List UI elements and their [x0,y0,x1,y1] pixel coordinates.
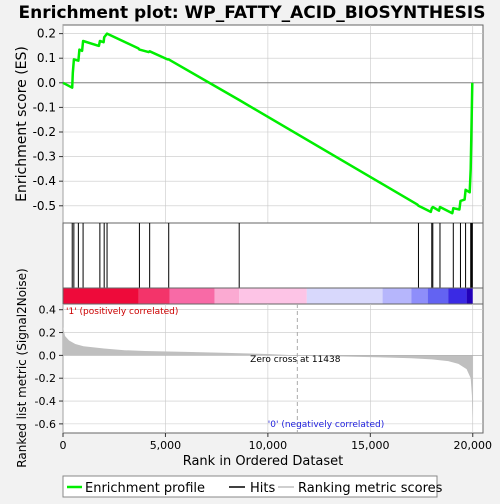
es-panel-frame [62,24,484,224]
rank-y-tick-label: 0.2 [39,327,57,340]
ranked-list-color-bar [62,287,484,305]
es-y-tick-label: -0.5 [33,199,56,213]
rank-y-tick-label: -0.4 [35,395,56,408]
rank-y-axis-ticks: 0.4 0.2 0.0 -0.2 -0.4 -0.6 [35,304,63,431]
color-bar-segment [448,288,467,304]
negative-correlation-label: '0' (negatively correlated) [268,420,384,430]
rank-y-tick-label: 0.4 [39,304,57,317]
es-y-tick-label: 0.0 [37,76,56,90]
rank-metric-panel-frame [62,303,484,434]
es-y-axis-ticks: 0.2 0.1 0.0 -0.1 -0.2 -0.3 -0.4 -0.5 [33,27,63,213]
enrichment-profile-line [62,32,474,215]
rank-x-tick-label: 5,000 [150,439,182,452]
legend: Enrichment profile Hits Ranking metric s… [62,475,443,498]
es-y-tick-label: -0.3 [33,150,56,164]
rank-y-tick-label: 0.0 [39,349,57,362]
rank-y-tick-label: -0.2 [35,372,56,385]
zero-cross-label: Zero cross at 11438 [250,355,341,365]
rank-x-tick-label: 15,000 [351,439,390,452]
legend-frame [62,475,438,498]
es-y-tick-label: -0.1 [33,100,56,114]
color-bar-segment [63,288,139,304]
color-bar-segment [138,288,170,304]
rank-x-axis-ticks: 0 5,000 10,000 15,000 20,000 [60,433,493,452]
es-y-tick-label: 0.1 [37,51,56,65]
legend-label-enrichment: Enrichment profile [85,481,205,496]
rank-x-tick-label: 10,000 [249,439,288,452]
rank-x-tick-label: 0 [60,439,67,452]
rank-y-axis-label: Ranked list metric (Signal2Noise) [15,268,29,467]
color-bar-segment [214,288,240,304]
rank-x-axis-label: Rank in Ordered Dataset [183,454,344,469]
chart-title: Enrichment plot: WP_FATTY_ACID_BIOSYNTHE… [19,3,486,23]
legend-label-metric: Ranking metric scores [298,481,443,496]
hits-marks [71,223,473,288]
color-bar-segment [427,288,449,304]
color-bar-segment [169,288,215,304]
rank-y-tick-label: -0.6 [35,418,56,431]
es-y-axis-label: Enrichment score (ES) [14,46,30,202]
rank-x-tick-label: 20,000 [454,439,493,452]
ranking-metric-area [63,326,473,430]
es-y-tick-label: -0.2 [33,125,56,139]
es-y-tick-label: -0.4 [33,174,56,188]
color-bar-segment [382,288,412,304]
es-y-tick-label: 0.2 [37,27,56,41]
color-bar-segment [239,288,307,304]
color-bar-segment [466,288,473,304]
color-bar-segment [411,288,428,304]
legend-label-hits: Hits [250,481,275,496]
hits-panel-frame [62,222,484,289]
color-bar-segment [306,288,383,304]
positive-correlation-label: '1' (positively correlated) [66,307,178,317]
